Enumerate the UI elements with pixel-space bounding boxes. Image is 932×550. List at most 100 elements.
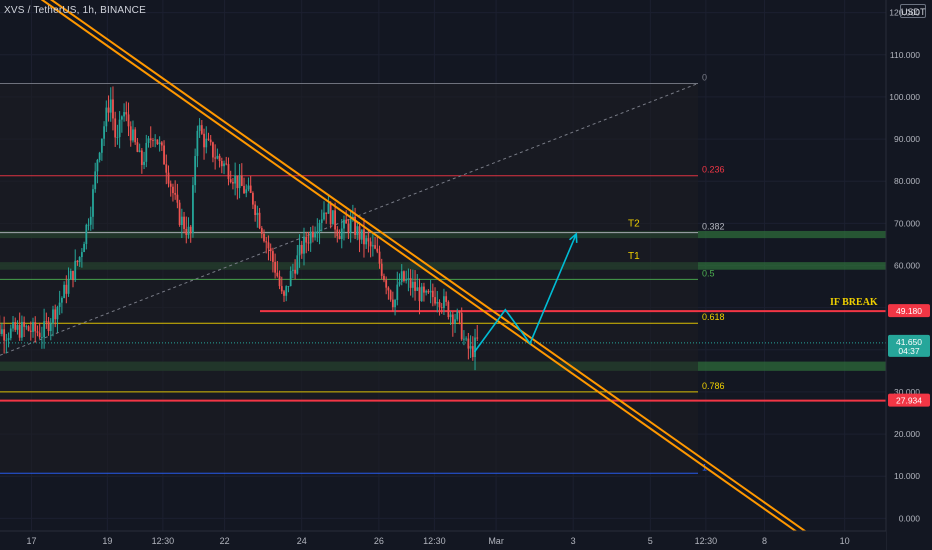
target-label: T2 xyxy=(628,219,640,230)
candle-body xyxy=(214,157,217,159)
candle-body xyxy=(260,228,263,234)
candle-body xyxy=(23,321,26,327)
candle-body xyxy=(49,323,52,332)
candle-body xyxy=(160,142,163,146)
candle-body xyxy=(287,286,290,287)
price-axis[interactable]: 0.00010.00020.00030.00040.00050.00060.00… xyxy=(885,0,932,550)
candle-body xyxy=(203,133,205,148)
candle-body xyxy=(409,278,412,288)
candle-body xyxy=(411,281,414,288)
candle-body xyxy=(249,185,252,193)
trend-line[interactable] xyxy=(46,0,818,541)
candle-body xyxy=(45,321,48,323)
candle-body xyxy=(154,139,157,141)
candle-body xyxy=(225,163,228,165)
time-tick-label: 12:30 xyxy=(695,536,718,546)
time-tick-label: 12:30 xyxy=(152,536,175,546)
horizontal-levels[interactable]: IF BREAK xyxy=(0,297,886,402)
if-break-price-tag-bg[interactable] xyxy=(888,304,930,318)
candle-body xyxy=(298,244,301,256)
time-axis[interactable]: 17 19 12:30 22 24 26 12:30 Mar 3 5 12:30 8 10 xyxy=(0,530,886,550)
candle-body xyxy=(303,237,305,254)
candle-body xyxy=(118,119,121,138)
candle-body xyxy=(129,126,132,141)
candle-body xyxy=(329,203,332,225)
candle-body xyxy=(107,107,110,113)
price-tick-label: 0.000 xyxy=(899,513,921,523)
candle-body xyxy=(296,255,299,274)
candle-body xyxy=(87,224,90,226)
candle-body xyxy=(38,332,41,338)
price-tick-label: 120.000 xyxy=(889,8,920,18)
candle-body xyxy=(263,233,265,242)
time-tick-label: 10 xyxy=(840,536,850,546)
fib-level-label: 0.786 xyxy=(702,381,725,391)
candle-body xyxy=(183,216,185,229)
trend-channel[interactable] xyxy=(36,0,818,541)
candle-body xyxy=(218,155,221,161)
candle-body xyxy=(27,326,30,331)
candle-body xyxy=(243,185,245,194)
candle-body xyxy=(63,284,66,298)
candle-body xyxy=(25,326,28,328)
support-price-tag-bg[interactable] xyxy=(888,393,930,407)
candle-body xyxy=(285,286,288,296)
candle-body xyxy=(7,338,10,340)
candle-body xyxy=(414,281,416,291)
time-tick-label: 19 xyxy=(102,536,112,546)
candle-body xyxy=(456,311,459,320)
candle-body xyxy=(445,296,448,302)
time-tick-label: 3 xyxy=(571,536,576,546)
candle-body xyxy=(320,219,323,223)
candle-body xyxy=(360,229,363,240)
candle-body xyxy=(240,175,243,186)
last-price-value: 41.650 xyxy=(896,337,922,347)
candle-body xyxy=(96,159,99,172)
candle-body xyxy=(67,279,70,294)
currency-badge[interactable]: USDT xyxy=(900,4,926,18)
candle-body xyxy=(309,231,312,244)
last-price-tag-bg[interactable] xyxy=(888,334,930,357)
candle-body xyxy=(378,251,381,264)
candle-body xyxy=(447,301,450,318)
candle-body xyxy=(256,212,259,216)
projection-path[interactable] xyxy=(473,232,578,353)
price-tick-label: 30.000 xyxy=(894,387,920,397)
candle-body xyxy=(132,129,134,141)
candle-body xyxy=(14,322,17,330)
candle-body xyxy=(271,251,274,262)
candle-body xyxy=(405,279,408,281)
candle-body xyxy=(374,245,376,249)
candle-body xyxy=(227,164,230,180)
time-tick-label: 26 xyxy=(374,536,384,546)
candle-body xyxy=(367,238,370,242)
candle-body xyxy=(56,306,59,320)
candle-body xyxy=(454,319,456,325)
candle-body xyxy=(180,216,183,225)
candle-body xyxy=(207,138,210,140)
candle-body xyxy=(340,228,343,239)
candle-body xyxy=(460,313,463,340)
projection-arrowhead xyxy=(568,232,578,243)
candle-body xyxy=(465,338,468,340)
candle-body xyxy=(18,325,21,338)
trend-line[interactable] xyxy=(36,0,809,541)
candle-body xyxy=(127,114,130,127)
candle-body xyxy=(209,139,212,143)
candle-body xyxy=(443,296,445,309)
candle-body xyxy=(305,237,308,243)
time-tick-label: 22 xyxy=(220,536,230,546)
candle-body xyxy=(3,329,6,341)
fib-level-label: 0.5 xyxy=(702,268,715,278)
candle-body xyxy=(423,286,425,293)
candle-body xyxy=(138,150,141,152)
candle-body xyxy=(343,219,345,229)
candle-body xyxy=(376,248,379,252)
candle-body xyxy=(109,99,112,113)
candle-body xyxy=(471,346,474,358)
projection-line[interactable] xyxy=(473,233,578,353)
candle-body xyxy=(194,156,197,186)
price-axis-bg xyxy=(886,0,932,550)
